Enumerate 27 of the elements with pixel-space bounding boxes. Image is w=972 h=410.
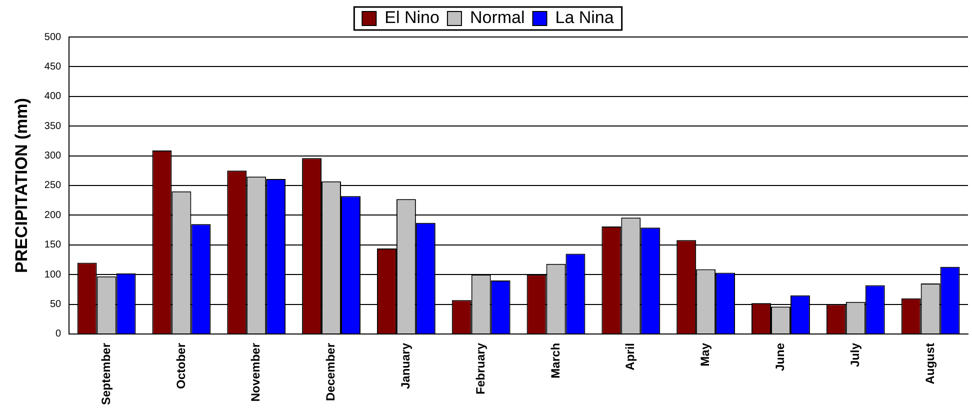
legend-label: La Nina: [555, 8, 614, 28]
y-tick-label: 400: [44, 91, 62, 102]
x-tick-label: August: [922, 342, 937, 384]
x-tick-label: April: [623, 342, 638, 370]
x-tick-label: January: [398, 342, 412, 390]
x-tick-label: February: [473, 342, 488, 394]
x-tick-label: November: [248, 342, 263, 402]
x-tick-label: September: [98, 342, 113, 406]
y-tick-label: 0: [56, 328, 62, 340]
y-tick-label: 100: [44, 269, 62, 280]
y-tick-label: 350: [44, 120, 62, 132]
x-tick-label: December: [324, 342, 338, 402]
x-tick-label: July: [848, 342, 862, 367]
y-axis-title: PRECIPITATION (mm): [12, 98, 31, 274]
y-tick-label: 300: [44, 150, 62, 162]
y-tick-label: 200: [44, 210, 62, 221]
legend-label: El Nino: [384, 8, 440, 28]
y-tick-label: 50: [50, 299, 62, 310]
y-tick-label: 450: [44, 61, 62, 72]
y-tick-label: 150: [44, 240, 62, 251]
x-tick-label: May: [698, 342, 712, 366]
x-tick-label: March: [548, 342, 562, 378]
y-tick-label: 500: [44, 32, 62, 43]
x-tick-label: October: [174, 342, 188, 389]
x-tick-label: June: [773, 342, 788, 371]
y-tick-label: 250: [44, 180, 62, 192]
legend-label: Normal: [470, 8, 525, 28]
